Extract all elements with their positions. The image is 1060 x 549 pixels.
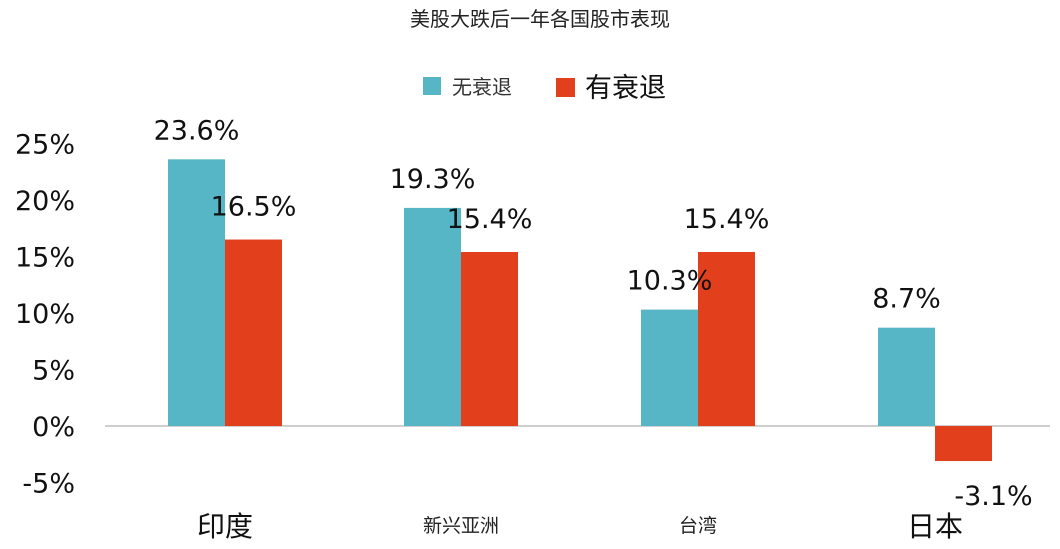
data-label: 8.7% (872, 284, 941, 315)
legend-label-recession: 有衰退 (585, 73, 666, 104)
legend: 无衰退 有衰退 (423, 73, 666, 104)
legend-swatch-no-recession (423, 77, 441, 95)
legend-swatch-recession (556, 78, 575, 97)
y-tick-label: -5% (22, 469, 75, 500)
category-labels: 印度 新兴亚洲 台湾 日本 (197, 510, 963, 543)
bars (168, 159, 992, 462)
y-tick-label: 15% (15, 243, 75, 274)
category-label: 新兴亚洲 (423, 515, 499, 537)
category-label: 日本 (907, 510, 963, 543)
category-label: 印度 (197, 510, 253, 543)
bar-recession (935, 426, 992, 462)
y-axis: 25% 20% 15% 10% 5% 0% -5% (15, 130, 75, 500)
category-label: 台湾 (679, 515, 717, 537)
y-tick-label: 0% (32, 412, 75, 443)
data-label: 16.5% (211, 192, 297, 223)
legend-label-no-recession: 无衰退 (452, 75, 512, 99)
data-label: 15.4% (447, 204, 533, 235)
y-tick-label: 10% (15, 299, 75, 330)
bar-no-recession (878, 327, 935, 426)
y-tick-label: 25% (15, 130, 75, 161)
y-tick-label: 20% (15, 186, 75, 217)
data-labels: 23.6% 19.3% 10.3% 8.7% 16.5% 15.4% 15.4% -3.1% (154, 115, 1033, 512)
bar-no-recession (641, 309, 698, 426)
chart-title: 美股大跌后一年各国股市表现 (410, 7, 670, 31)
data-label: -3.1% (954, 481, 1032, 512)
bar-recession (698, 251, 755, 426)
y-tick-label: 5% (32, 356, 75, 387)
bar-recession (225, 239, 282, 426)
data-label: 15.4% (684, 204, 770, 235)
data-label: 19.3% (390, 164, 476, 195)
data-label: 23.6% (154, 115, 240, 146)
data-label: 10.3% (627, 266, 713, 297)
bar-recession (461, 251, 518, 426)
bar-no-recession (168, 159, 225, 426)
bar-no-recession (404, 207, 461, 426)
